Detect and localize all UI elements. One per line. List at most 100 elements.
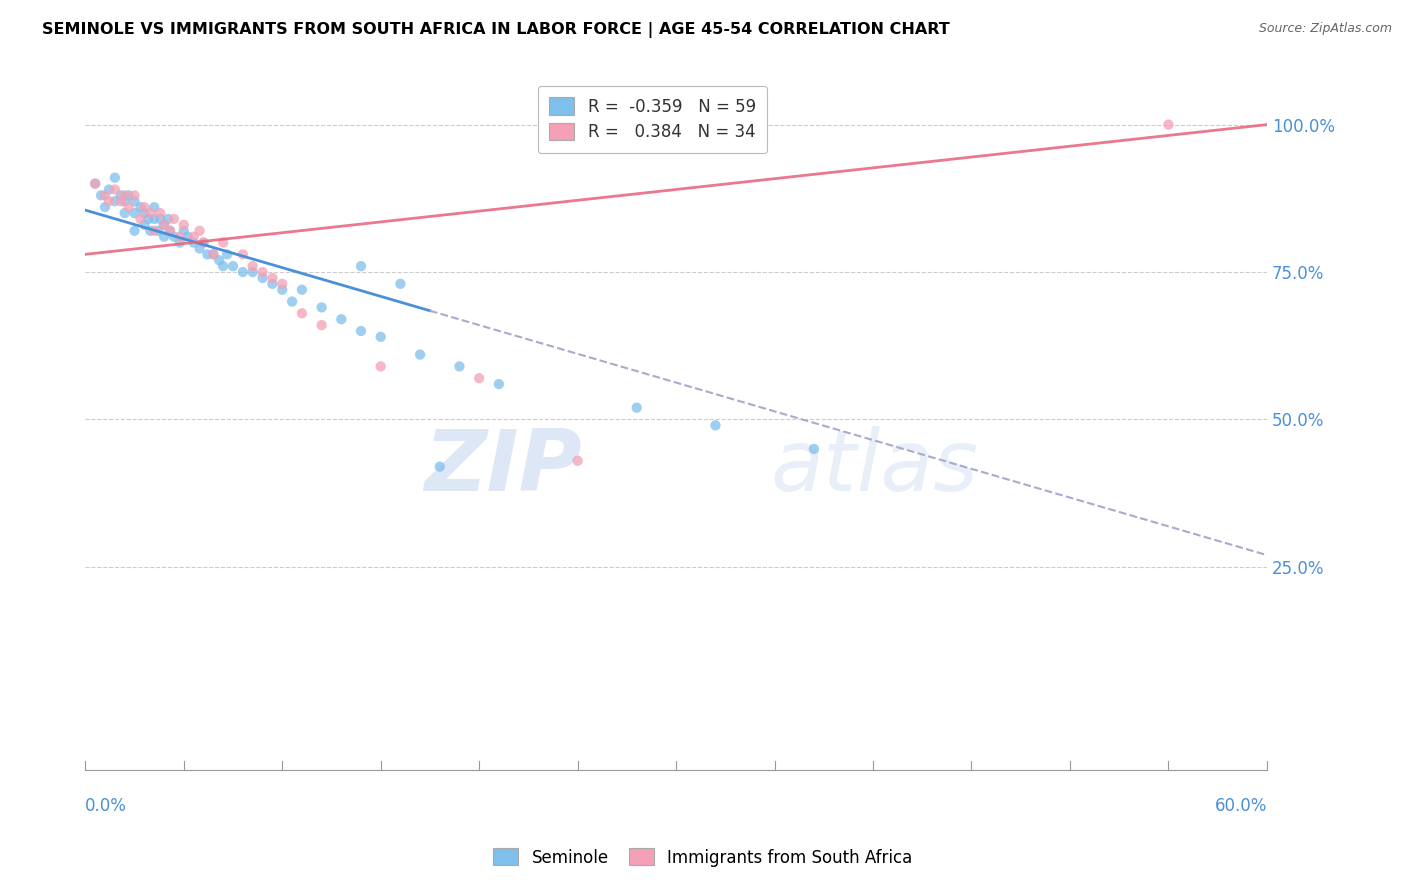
Point — [153, 229, 176, 244]
Point — [134, 218, 156, 232]
Point — [183, 229, 205, 244]
Point — [169, 229, 191, 244]
Point — [177, 229, 200, 244]
Point — [143, 224, 166, 238]
Point — [626, 401, 648, 415]
Point — [222, 259, 245, 273]
Point — [232, 265, 254, 279]
Point — [262, 277, 284, 291]
Point — [488, 377, 510, 392]
Point — [350, 324, 373, 338]
Point — [136, 211, 159, 226]
Point — [104, 182, 127, 196]
Point — [159, 224, 181, 238]
Point — [163, 211, 186, 226]
Point — [281, 294, 304, 309]
Point — [1157, 118, 1180, 132]
Point — [104, 170, 127, 185]
Point — [139, 224, 162, 238]
Point — [567, 454, 589, 468]
Point — [291, 283, 314, 297]
Point — [169, 235, 191, 250]
Point — [311, 318, 333, 332]
Point — [242, 265, 264, 279]
Text: atlas: atlas — [770, 425, 979, 508]
Point — [114, 194, 136, 209]
Point — [139, 206, 162, 220]
Point — [202, 247, 225, 261]
Point — [129, 200, 152, 214]
Point — [163, 229, 186, 244]
Point — [117, 188, 139, 202]
Point — [153, 218, 176, 232]
Point — [114, 206, 136, 220]
Point — [149, 206, 172, 220]
Point — [149, 211, 172, 226]
Point — [262, 271, 284, 285]
Point — [271, 283, 294, 297]
Point — [212, 259, 235, 273]
Text: SEMINOLE VS IMMIGRANTS FROM SOUTH AFRICA IN LABOR FORCE | AGE 45-54 CORRELATION : SEMINOLE VS IMMIGRANTS FROM SOUTH AFRICA… — [42, 22, 950, 38]
Point — [232, 247, 254, 261]
Point — [208, 253, 231, 268]
Point — [252, 271, 274, 285]
Point — [188, 224, 211, 238]
Text: 0.0%: 0.0% — [86, 797, 127, 815]
Point — [188, 242, 211, 256]
Point — [429, 459, 451, 474]
Point — [271, 277, 294, 291]
Legend: Seminole, Immigrants from South Africa: Seminole, Immigrants from South Africa — [484, 838, 922, 877]
Point — [156, 211, 179, 226]
Point — [124, 188, 146, 202]
Point — [803, 442, 825, 456]
Point — [350, 259, 373, 273]
Point — [242, 259, 264, 273]
Point — [110, 188, 132, 202]
Point — [94, 200, 117, 214]
Point — [134, 200, 156, 214]
Point — [330, 312, 353, 326]
Point — [202, 247, 225, 261]
Text: ZIP: ZIP — [425, 425, 582, 508]
Text: Source: ZipAtlas.com: Source: ZipAtlas.com — [1258, 22, 1392, 36]
Point — [291, 306, 314, 320]
Point — [146, 224, 169, 238]
Point — [252, 265, 274, 279]
Point — [370, 330, 392, 344]
Point — [159, 224, 181, 238]
Point — [134, 206, 156, 220]
Point — [143, 200, 166, 214]
Point — [94, 188, 117, 202]
Point — [97, 194, 120, 209]
Point — [193, 235, 215, 250]
Point — [110, 194, 132, 209]
Point — [409, 348, 432, 362]
Point — [197, 247, 219, 261]
Point — [129, 211, 152, 226]
Point — [153, 218, 176, 232]
Point — [117, 200, 139, 214]
Point — [143, 211, 166, 226]
Point — [97, 182, 120, 196]
Point — [124, 206, 146, 220]
Point — [104, 194, 127, 209]
Legend: R =  -0.359   N = 59, R =   0.384   N = 34: R = -0.359 N = 59, R = 0.384 N = 34 — [537, 86, 768, 153]
Point — [173, 224, 195, 238]
Point — [183, 235, 205, 250]
Point — [173, 218, 195, 232]
Point — [468, 371, 491, 385]
Point — [217, 247, 239, 261]
Text: 60.0%: 60.0% — [1215, 797, 1267, 815]
Point — [90, 188, 112, 202]
Point — [389, 277, 412, 291]
Point — [311, 301, 333, 315]
Point — [84, 177, 107, 191]
Point — [114, 188, 136, 202]
Point — [124, 194, 146, 209]
Point — [193, 235, 215, 250]
Point — [704, 418, 727, 433]
Point — [212, 235, 235, 250]
Point — [124, 224, 146, 238]
Point — [84, 177, 107, 191]
Point — [449, 359, 471, 374]
